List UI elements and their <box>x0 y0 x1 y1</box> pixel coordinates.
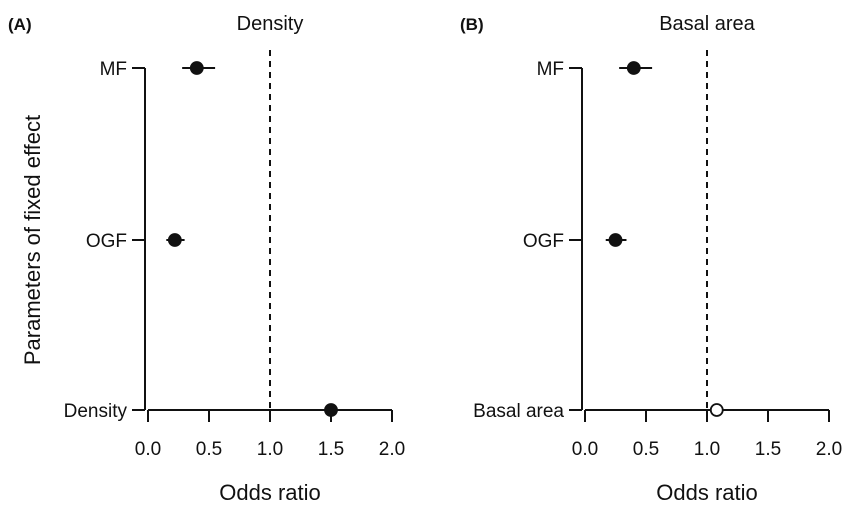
y-tick-label: Density <box>64 401 128 422</box>
x-tick-label: 1.0 <box>257 439 283 460</box>
estimate-point <box>709 403 724 417</box>
estimate-point <box>626 61 641 75</box>
y-tick-label: Basal area <box>473 401 564 422</box>
y-tick-label: OGF <box>523 231 564 252</box>
y-axis-title: Parameters of fixed effect <box>20 115 45 365</box>
x-tick-label: 1.0 <box>694 439 720 460</box>
x-tick-label: 0.5 <box>633 439 659 460</box>
x-tick-label: 0.5 <box>196 439 222 460</box>
x-tick-label: 0.0 <box>572 439 598 460</box>
panel-title: Basal area <box>659 13 755 35</box>
estimate-point <box>608 233 623 247</box>
y-tick-label: MF <box>537 59 564 80</box>
estimate-point <box>167 233 182 247</box>
x-tick-label: 2.0 <box>816 439 842 460</box>
panel-title: Density <box>237 13 304 35</box>
estimate-point <box>189 61 204 75</box>
x-tick-label: 1.5 <box>318 439 344 460</box>
y-tick-label: OGF <box>86 231 127 252</box>
estimate-point <box>324 403 338 417</box>
panel-label: (A) <box>8 15 32 34</box>
panel-label: (B) <box>460 15 484 34</box>
x-tick-label: 0.0 <box>135 439 161 460</box>
y-tick-label: MF <box>100 59 127 80</box>
x-axis-title: Odds ratio <box>219 480 321 505</box>
x-axis-title: Odds ratio <box>656 480 758 505</box>
x-tick-label: 2.0 <box>379 439 405 460</box>
x-tick-label: 1.5 <box>755 439 781 460</box>
